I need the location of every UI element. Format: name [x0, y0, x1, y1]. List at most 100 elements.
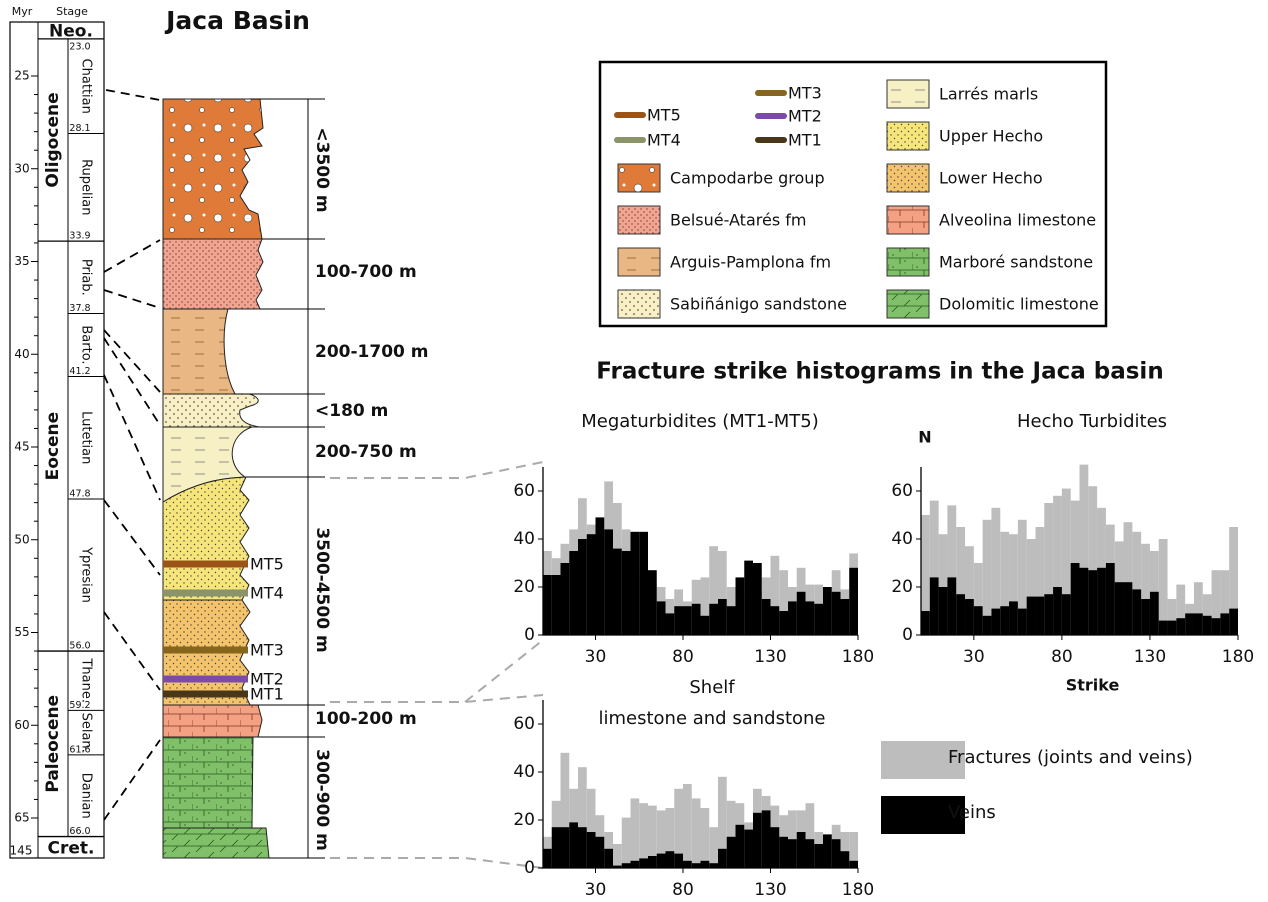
vein-bar: [683, 860, 692, 868]
fracture-bar: [849, 832, 858, 868]
epoch-name: Neo.: [49, 21, 93, 41]
vein-bar: [630, 531, 640, 635]
vein-bar: [560, 563, 570, 635]
vein-bar: [656, 601, 666, 635]
vein-bar: [1141, 599, 1150, 635]
vein-bar: [683, 606, 692, 635]
vein-bar: [1079, 567, 1089, 635]
fracture-bar: [1202, 594, 1212, 635]
y-tick-label: 40: [891, 529, 913, 549]
legend-formation: Larrés marls: [939, 85, 1038, 104]
vein-bar: [1009, 601, 1018, 635]
fracture-bar: [718, 551, 727, 635]
vein-bar: [1035, 596, 1045, 635]
vein-bar: [779, 836, 788, 868]
vein-bar: [709, 863, 718, 868]
vein-bar: [753, 812, 762, 868]
fracture-bar: [726, 800, 736, 868]
fracture-bar: [1176, 584, 1186, 635]
stage-name: Selan.: [79, 713, 94, 753]
vein-bar: [718, 848, 727, 868]
vein-bar: [700, 860, 710, 868]
myr-tick-label: 40: [14, 347, 29, 361]
y-tick-label: 40: [513, 529, 535, 549]
vein-bar: [630, 860, 640, 868]
boundary-age: 61.6: [69, 744, 90, 755]
vein-bar: [938, 587, 948, 635]
fracture-bar: [947, 505, 957, 635]
legend-swatch: [886, 247, 930, 277]
thickness-label: 3500-4500 m: [312, 527, 332, 652]
legend-formation: Lower Hecho: [939, 169, 1043, 188]
legend-marker-label: MT3: [788, 84, 822, 103]
fracture-bar: [709, 546, 718, 635]
layer-upper-hecho: [162, 476, 250, 601]
fracture-bar: [840, 832, 850, 868]
vein-bar: [1132, 589, 1142, 635]
fracture-bar: [586, 788, 596, 868]
vein-bar: [849, 860, 858, 868]
fracture-bar: [1009, 534, 1018, 635]
x-tick-label: 180: [842, 880, 874, 900]
x-tick-label: 80: [672, 880, 694, 900]
vein-bar: [1202, 615, 1212, 635]
fracture-bar: [578, 767, 587, 868]
vein-bar: [665, 851, 675, 868]
vein-bar: [744, 829, 753, 868]
vein-bar: [982, 615, 992, 635]
boundary-age: 28.1: [69, 123, 90, 134]
vein-bar: [1123, 582, 1133, 635]
stage-name: Chattian: [79, 59, 94, 114]
legend-marker-label: MT4: [647, 131, 681, 150]
fracture-bar: [639, 803, 648, 868]
layer-campodarbe: [162, 98, 264, 240]
fracture-bar: [1017, 519, 1027, 635]
vein-bar: [604, 529, 613, 635]
fracture-bar: [1053, 495, 1062, 635]
legend-swatch: [886, 163, 930, 193]
fracture-bar: [560, 752, 570, 868]
fracture-bar: [1026, 539, 1036, 635]
vein-bar: [621, 551, 631, 635]
legend-marker-label: MT1: [788, 131, 822, 150]
cret-base: 145: [10, 844, 33, 858]
legend-swatch: [886, 205, 930, 235]
vein-bar: [551, 827, 561, 868]
fracture-bar: [709, 827, 718, 868]
vein-bar: [639, 858, 648, 868]
vein-bar: [1097, 567, 1106, 635]
vein-bar: [613, 865, 622, 868]
vein-bar: [814, 603, 823, 635]
marker-label: MT2: [250, 670, 284, 689]
legend-swatch: [881, 796, 965, 834]
vein-bar: [1044, 594, 1054, 635]
vein-bar: [691, 863, 701, 868]
legend-label: Fractures (joints and veins): [948, 747, 1193, 768]
thickness-label: 200-1700 m: [315, 342, 429, 362]
vein-bar: [770, 827, 780, 868]
vein-bar: [823, 587, 832, 635]
fracture-bar: [1000, 531, 1010, 635]
myr-label: Myr: [12, 5, 33, 18]
vein-bar: [1193, 613, 1203, 635]
epoch-name: Oligocene: [43, 92, 63, 187]
vein-bar: [691, 603, 701, 635]
vein-bar: [929, 577, 939, 635]
y-tick-label: 60: [891, 481, 913, 501]
fracture-bar: [921, 515, 930, 635]
legend-formation: Campodarbe group: [670, 169, 825, 188]
fracture-bar: [621, 817, 631, 868]
thickness-label: 300-900 m: [312, 749, 332, 851]
vein-bar: [700, 615, 710, 635]
vein-bar: [956, 594, 966, 635]
fracture-bar: [674, 788, 683, 868]
vein-bar: [965, 599, 974, 635]
vein-bar: [656, 853, 666, 868]
boundary-age: 66.0: [69, 826, 90, 837]
vein-bar: [779, 611, 788, 635]
legend-swatch: [617, 289, 661, 319]
fracture-bar: [938, 534, 948, 635]
fracture-bar: [956, 527, 966, 635]
vein-bar: [831, 839, 841, 868]
chart-title: Shelf: [689, 677, 735, 698]
